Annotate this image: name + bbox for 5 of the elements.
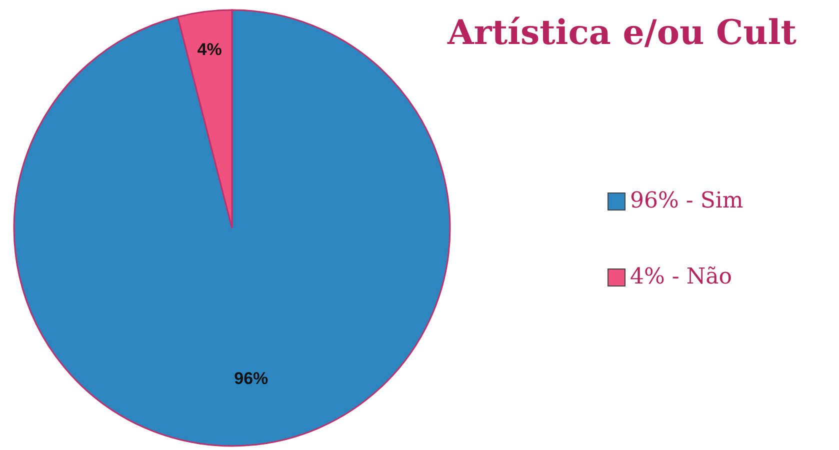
data-label: 96% (234, 368, 268, 388)
data-label: 4% (197, 40, 222, 60)
legend-label: 96% - Sim (630, 188, 744, 214)
legend-label: 4% - Não (630, 264, 732, 290)
chart-title: Artística e/ou Cult (446, 13, 797, 53)
